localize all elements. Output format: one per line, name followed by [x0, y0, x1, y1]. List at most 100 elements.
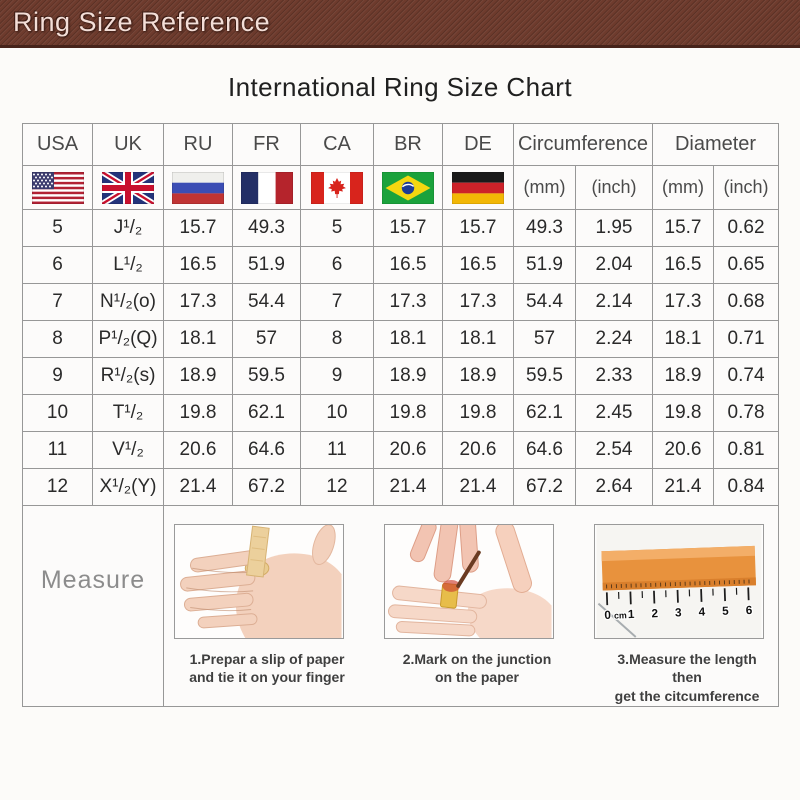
cell-de: 17.3 [442, 283, 514, 321]
mark-junction-hands-icon [384, 524, 555, 640]
cell-circumference-inch: 2.24 [574, 320, 654, 358]
flag-cell-de [442, 165, 514, 210]
cell-ca: 7 [300, 283, 374, 321]
cell-usa: 7 [22, 283, 93, 321]
measure-steps-cell: 1.Prepar a slip of paper and tie it on y… [162, 505, 780, 707]
col-header-uk: UK [92, 123, 164, 166]
cell-de: 15.7 [442, 209, 514, 247]
cell-fr: 49.3 [232, 209, 301, 247]
size-table-body: 5 J¹/₂ 15.7 49.3 5 15.7 15.7 49.3 1.95 15.7 0.62 6 L… [22, 209, 780, 506]
cell-circumference-inch: 2.54 [574, 431, 654, 469]
france-flag-icon [240, 171, 293, 204]
cell-uk: R¹/₂(s) [92, 357, 164, 395]
cell-usa: 10 [22, 394, 93, 432]
cell-uk: V¹/₂ [92, 431, 164, 469]
cell-circumference-inch: 2.04 [574, 246, 654, 284]
cell-diameter-inch: 0.74 [713, 357, 780, 395]
cell-circumference-inch: 2.33 [574, 357, 654, 395]
cell-uk: N¹/₂(o) [92, 283, 164, 321]
cell-ca: 5 [300, 209, 374, 247]
cell-diameter-mm: 18.9 [652, 357, 715, 395]
ruler-number: 5 [722, 605, 729, 618]
ruler-number: 4 [698, 606, 705, 619]
hand-with-paper-strip-icon [174, 524, 344, 640]
cell-fr: 57 [232, 320, 301, 358]
col-header-ca: CA [300, 123, 374, 166]
caption-line: and tie it on your finger [189, 669, 345, 686]
flag-cell-ca [300, 165, 374, 210]
cell-circumference-inch: 2.45 [574, 394, 654, 432]
cell-fr: 67.2 [232, 468, 301, 506]
table-row: 7 N¹/₂(o) 17.3 54.4 7 17.3 17.3 54.4 2.14 17.3 0.6… [22, 283, 780, 321]
col-header-br: BR [373, 123, 443, 166]
cell-ca: 6 [300, 246, 374, 284]
cell-diameter-inch: 0.81 [713, 431, 780, 469]
cell-ca: 8 [300, 320, 374, 358]
cell-fr: 62.1 [232, 394, 301, 432]
measure-steps: 1.Prepar a slip of paper and tie it on y… [165, 507, 778, 705]
cell-diameter-mm: 19.8 [652, 394, 715, 432]
cell-ca: 10 [300, 394, 374, 432]
step-3-caption: 3.Measure the length then get the citcum… [594, 650, 770, 705]
table-row: 5 J¹/₂ 15.7 49.3 5 15.7 15.7 49.3 1.95 15.7 0.62 [22, 209, 780, 247]
caption-line: on the paper [435, 669, 520, 686]
cell-uk: X¹/₂(Y) [92, 468, 164, 506]
ruler-unit: cm [614, 610, 627, 620]
cell-usa: 6 [22, 246, 93, 284]
cell-circumference-mm: 54.4 [513, 283, 576, 321]
ruler-number: 0 [604, 609, 611, 622]
cell-diameter-mm: 18.1 [652, 320, 715, 358]
country-header-row: USA UK RU FR CA BR DE Circumference Diam… [22, 123, 780, 166]
cell-circumference-mm: 59.5 [513, 357, 576, 395]
col-header-usa: USA [22, 123, 93, 166]
measure-step-2: 2.Mark on the junction on the paper [384, 524, 560, 705]
col-header-ru: RU [163, 123, 233, 166]
unit-circumference-mm: (mm) [513, 165, 576, 210]
usa-flag-icon [31, 171, 84, 204]
cell-br: 19.8 [373, 394, 443, 432]
measure-label: Measure [40, 566, 146, 594]
russia-flag-icon [172, 171, 224, 204]
page-title: International Ring Size Chart [227, 72, 572, 102]
cell-uk: P¹/₂(Q) [92, 320, 164, 358]
cell-br: 21.4 [373, 468, 443, 506]
cell-uk: J¹/₂ [92, 209, 164, 247]
ruler-number: 3 [675, 607, 682, 620]
cell-diameter-inch: 0.71 [713, 320, 780, 358]
cell-br: 17.3 [373, 283, 443, 321]
table-row: 9 R¹/₂(s) 18.9 59.5 9 18.9 18.9 59.5 2.33 18.9 0.7… [22, 357, 780, 395]
caption-line: 1.Prepar a slip of paper [189, 651, 345, 668]
cell-de: 19.8 [442, 394, 514, 432]
cell-br: 18.1 [373, 320, 443, 358]
caption-line: 2.Mark on the junction [402, 651, 552, 668]
cell-ru: 18.9 [163, 357, 233, 395]
cell-de: 16.5 [442, 246, 514, 284]
ruler-measure-icon: 0 cm 1 2 3 4 5 6 [594, 524, 765, 640]
step-2-caption: 2.Mark on the junction on the paper [384, 650, 560, 686]
cell-uk: L¹/₂ [92, 246, 164, 284]
unit-diameter-inch: (inch) [713, 165, 780, 210]
col-header-diameter: Diameter [652, 123, 780, 166]
flag-cell-usa [22, 165, 93, 210]
cell-diameter-mm: 21.4 [652, 468, 715, 506]
brazil-flag-icon [382, 171, 434, 204]
cell-usa: 5 [22, 209, 93, 247]
flag-row: (mm) (inch) (mm) (inch) [22, 165, 780, 210]
cell-ru: 17.3 [163, 283, 233, 321]
cell-ru: 19.8 [163, 394, 233, 432]
cell-diameter-mm: 20.6 [652, 431, 715, 469]
ruler-number: 1 [628, 608, 635, 621]
caption-line: get the citcumference [614, 687, 760, 704]
table-row: 11 V¹/₂ 20.6 64.6 11 20.6 20.6 64.6 2.54 20.6 0.81 [22, 431, 780, 469]
cell-circumference-inch: 2.14 [574, 283, 654, 321]
col-header-de: DE [442, 123, 514, 166]
maple-leaf [328, 177, 346, 194]
cell-circumference-inch: 2.64 [574, 468, 654, 506]
cell-diameter-inch: 0.84 [713, 468, 780, 506]
cell-circumference-mm: 62.1 [513, 394, 576, 432]
measure-step-3: 0 cm 1 2 3 4 5 6 [594, 524, 770, 705]
cell-circumference-mm: 51.9 [513, 246, 576, 284]
measure-step-1: 1.Prepar a slip of paper and tie it on y… [174, 524, 350, 705]
cell-de: 18.9 [442, 357, 514, 395]
uk-flag-icon [102, 171, 154, 204]
